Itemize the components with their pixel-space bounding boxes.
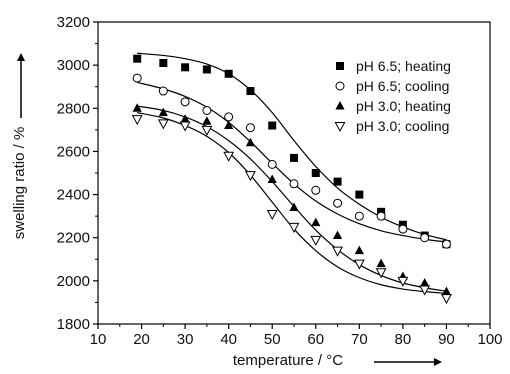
x-tick-label: 70 xyxy=(351,331,368,348)
data-point xyxy=(441,286,452,296)
y-tick-label: 2800 xyxy=(57,100,90,117)
data-point xyxy=(332,230,343,240)
data-point xyxy=(180,114,190,123)
data-point xyxy=(266,209,278,221)
data-point xyxy=(397,276,409,287)
data-point xyxy=(288,222,300,233)
data-point xyxy=(332,246,343,257)
y-tick-label: 2600 xyxy=(57,143,90,160)
y-tick-label: 1800 xyxy=(57,316,90,333)
data-point xyxy=(290,153,298,162)
legend-item: pH 3.0; heating xyxy=(335,98,451,114)
data-point xyxy=(246,87,255,96)
data-point xyxy=(224,120,234,130)
data-point xyxy=(132,103,142,112)
data-point xyxy=(133,54,142,63)
data-point xyxy=(157,119,169,130)
data-point xyxy=(201,125,213,136)
x-tick-label: 60 xyxy=(307,331,324,348)
legend-label: pH 6.5; heating xyxy=(356,58,451,74)
data-point xyxy=(354,245,364,255)
x-tick-label: 50 xyxy=(264,331,281,348)
y-axis-label: swelling ratio / % xyxy=(11,127,28,240)
x-tick-label: 90 xyxy=(438,331,455,348)
data-point xyxy=(180,97,190,107)
data-point xyxy=(376,211,386,221)
data-point xyxy=(441,239,451,249)
data-point xyxy=(376,258,386,268)
data-point xyxy=(245,137,256,147)
data-point xyxy=(245,123,255,133)
data-point xyxy=(289,202,299,212)
data-point xyxy=(310,235,322,246)
data-point xyxy=(179,121,191,132)
legend-marker xyxy=(334,122,346,133)
data-point xyxy=(158,86,168,96)
data-point xyxy=(202,65,211,74)
y-tick-label: 3000 xyxy=(57,57,90,74)
legend-marker xyxy=(335,81,345,91)
data-point xyxy=(420,278,430,287)
data-point xyxy=(223,151,235,162)
data-point xyxy=(267,174,277,183)
fit-curve xyxy=(137,52,447,241)
y-tick-label: 2200 xyxy=(57,230,90,247)
data-point xyxy=(159,58,168,67)
data-points xyxy=(131,54,452,305)
data-point xyxy=(131,115,143,126)
legend-marker xyxy=(336,62,344,70)
legend-label: pH 3.0; heating xyxy=(356,98,451,114)
fit-curve xyxy=(137,112,447,294)
data-point xyxy=(353,259,365,270)
data-point xyxy=(224,69,233,78)
x-tick-label: 30 xyxy=(177,331,194,348)
data-point xyxy=(311,217,321,227)
axis-ticks: 10 20 30 40 50 60 70 80 90 100 1800 2000 2200 2400 260… xyxy=(57,14,503,348)
y-tick-label: 2000 xyxy=(57,273,90,290)
data-point xyxy=(181,63,190,72)
legend-marker xyxy=(335,101,345,110)
legend-item: pH 6.5; heating xyxy=(336,58,451,74)
legend-label: pH 6.5; cooling xyxy=(356,78,449,94)
y-tick-label: 2400 xyxy=(57,187,90,204)
data-point xyxy=(355,190,364,199)
data-point xyxy=(245,171,256,182)
x-tick-label: 100 xyxy=(477,331,502,348)
data-point xyxy=(311,185,321,195)
x-tick-label: 80 xyxy=(395,331,412,348)
data-point xyxy=(375,268,387,279)
x-axis-label: temperature / °C xyxy=(233,352,343,369)
data-point xyxy=(202,116,212,125)
data-point xyxy=(202,105,212,115)
data-point xyxy=(289,179,299,189)
data-point xyxy=(354,211,364,221)
data-point xyxy=(158,107,168,117)
data-point xyxy=(268,121,277,130)
data-point xyxy=(333,198,343,208)
data-point xyxy=(398,224,408,234)
legend-item: pH 3.0; cooling xyxy=(334,118,449,134)
x-tick-label: 20 xyxy=(133,331,150,348)
legend-label: pH 3.0; cooling xyxy=(356,118,449,134)
data-point xyxy=(420,233,430,243)
y-tick-label: 3200 xyxy=(57,14,90,31)
legend-item: pH 6.5; cooling xyxy=(335,78,449,94)
data-point xyxy=(419,285,431,296)
data-point xyxy=(441,294,452,305)
x-tick-label: 40 xyxy=(220,331,237,348)
x-tick-label: 10 xyxy=(90,331,107,348)
data-point xyxy=(224,112,234,122)
data-point xyxy=(267,159,277,169)
data-point xyxy=(132,73,142,83)
data-point xyxy=(333,177,342,186)
data-point xyxy=(311,169,320,177)
legend: pH 6.5; heating pH 6.5; cooling pH 3.0; he… xyxy=(334,58,451,134)
